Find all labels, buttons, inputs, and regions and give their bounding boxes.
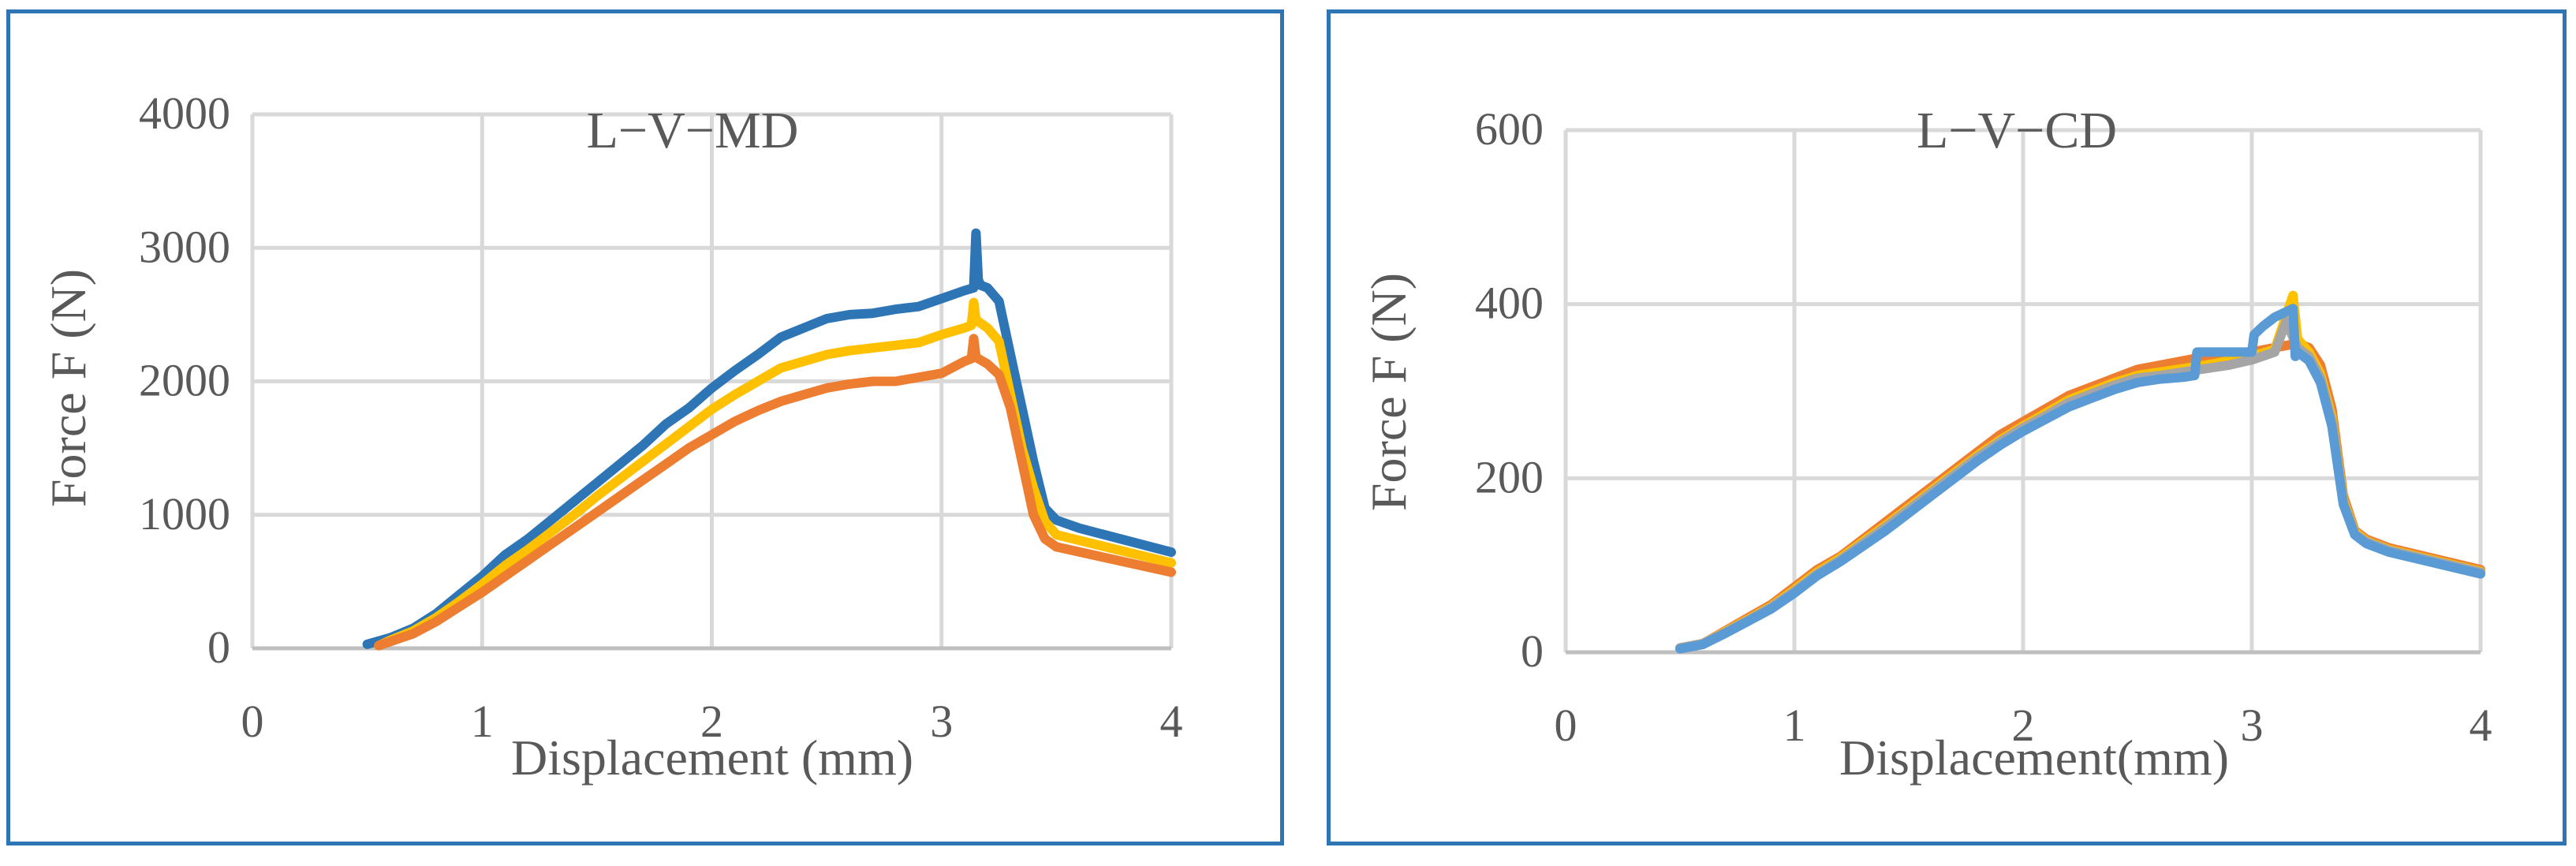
y-tick-label: 1000: [139, 488, 230, 539]
chart-panel-md: 0 1000 2000 3000 4000 0 1 2 3 4 L−V−MD Force F (N) D…: [6, 9, 1284, 845]
x-tick-label: 2: [2012, 700, 2035, 751]
y-tick-label: 200: [1475, 451, 1544, 502]
y-axis-title: Force F (N): [40, 269, 96, 507]
series-line-2: [1675, 290, 2485, 653]
x-tick-label: 0: [1555, 700, 1577, 751]
x-tick-label: 4: [1160, 696, 1183, 747]
series-line-1: [1675, 338, 2485, 653]
y-tick-label: 0: [1521, 625, 1544, 677]
y-tick-label: 3000: [139, 221, 230, 272]
x-tick-label: 1: [1783, 700, 1806, 751]
x-tick-label: 2: [700, 696, 723, 747]
x-tick-label: 1: [471, 696, 494, 747]
series-line-3: [374, 334, 1176, 651]
y-tick-label: 400: [1475, 278, 1544, 329]
x-tick-label: 0: [241, 696, 264, 747]
chart-title: L−V−CD: [1917, 102, 2117, 159]
y-tick-label: 4000: [139, 88, 230, 139]
x-tick-label: 3: [930, 696, 953, 747]
chart-title: L−V−MD: [587, 102, 799, 159]
x-tick-label: 3: [2241, 700, 2264, 751]
series-line-1: [362, 228, 1176, 649]
x-axis-title: Displacement(mm): [1839, 730, 2229, 786]
chart-cd: 0 200 400 600 0 1 2 3 4 L−V−CD Force F (N) Displace…: [1361, 102, 2492, 786]
series-line-2: [374, 297, 1176, 651]
series-line-3: [1675, 316, 2485, 653]
y-axis-title: Force F (N): [1361, 273, 1417, 511]
x-axis-title: Displacement (mm): [511, 730, 913, 786]
chart-panel-cd: 0 200 400 600 0 1 2 3 4 L−V−CD Force F (N) Displace…: [1327, 9, 2567, 845]
chart-md: 0 1000 2000 3000 4000 0 1 2 3 4 L−V−MD Force F (N) D…: [40, 88, 1183, 786]
y-tick-label: 600: [1475, 103, 1544, 155]
y-tick-label: 0: [207, 622, 230, 673]
x-tick-label: 4: [2470, 700, 2492, 751]
series-line-4: [1675, 304, 2485, 654]
y-tick-label: 2000: [139, 355, 230, 406]
